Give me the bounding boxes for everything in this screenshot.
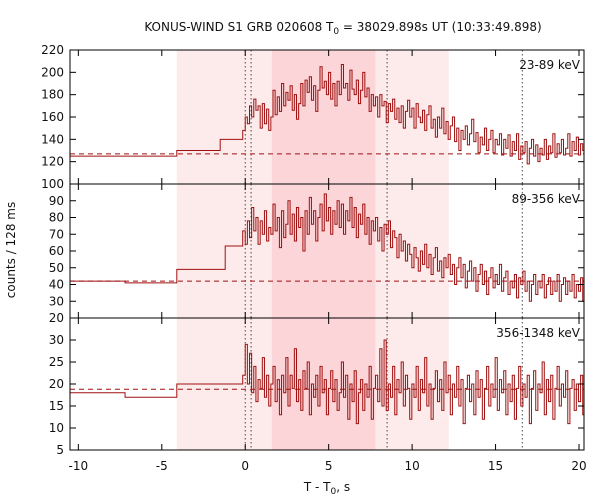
x-tick-label-20: 20	[571, 459, 586, 473]
x-tick-label-0: 0	[241, 459, 249, 473]
y-tick-label-panel-2-60: 60	[49, 244, 64, 258]
light-curve-panel-2	[70, 193, 584, 302]
y-tick-label-panel-1-200: 200	[41, 65, 64, 79]
shaded-region-2-panel-1	[271, 50, 376, 184]
y-tick-label-panel-2-20: 20	[49, 311, 64, 325]
y-tick-label-panel-3-15: 15	[49, 399, 64, 413]
y-tick-label-panel-2-40: 40	[49, 278, 64, 292]
y-tick-label-panel-1-160: 160	[41, 110, 64, 124]
x-axis-label: T - T0, s	[303, 480, 350, 497]
panel-label-3: 356-1348 keV	[496, 326, 580, 340]
y-axis-label: counts / 128 ms	[4, 202, 18, 298]
y-tick-label-panel-2-90: 90	[49, 194, 64, 208]
y-tick-label-panel-3-30: 30	[49, 333, 64, 347]
y-tick-label-panel-2-80: 80	[49, 211, 64, 225]
x-tick-label-10: 10	[404, 459, 419, 473]
y-tick-label-panel-3-20: 20	[49, 377, 64, 391]
y-tick-label-panel-1-100: 100	[41, 177, 64, 191]
y-tick-label-panel-1-120: 120	[41, 155, 64, 169]
xlabel-subscript: 0	[331, 487, 337, 497]
light-curve-panel-3	[70, 339, 584, 425]
panel-label-2: 89-356 keV	[512, 192, 581, 206]
x-tick-label-5: 5	[325, 459, 333, 473]
y-tick-label-panel-3-25: 25	[49, 355, 64, 369]
x-tick-label--10: -10	[69, 459, 89, 473]
x-tick-label-15: 15	[488, 459, 503, 473]
light-curve-panel-1	[70, 64, 584, 165]
y-tick-label-panel-2-70: 70	[49, 227, 64, 241]
panel-label-1: 23-89 keV	[519, 58, 581, 72]
y-tick-label-panel-1-140: 140	[41, 132, 64, 146]
chart-title: KONUS-WIND S1 GRB 020608 T0 = 38029.898s…	[144, 20, 541, 37]
shaded-region-2-panel-2	[271, 184, 376, 318]
x-tick-label--5: -5	[156, 459, 168, 473]
y-tick-label-panel-2-50: 50	[49, 261, 64, 275]
shaded-region-2-panel-3	[271, 318, 376, 450]
y-tick-label-panel-3-10: 10	[49, 421, 64, 435]
title-prefix: KONUS-WIND S1 GRB 020608 T	[144, 20, 334, 34]
y-tick-label-panel-2-30: 30	[49, 294, 64, 308]
y-tick-label-panel-3-5: 5	[56, 443, 64, 457]
xlabel-prefix: T - T	[303, 480, 331, 494]
y-tick-label-panel-1-220: 220	[41, 43, 64, 57]
title-subscript: 0	[333, 27, 339, 37]
title-suffix: = 38029.898s UT (10:33:49.898)	[339, 20, 542, 34]
xlabel-suffix: , s	[336, 480, 350, 494]
y-tick-label-panel-1-180: 180	[41, 88, 64, 102]
